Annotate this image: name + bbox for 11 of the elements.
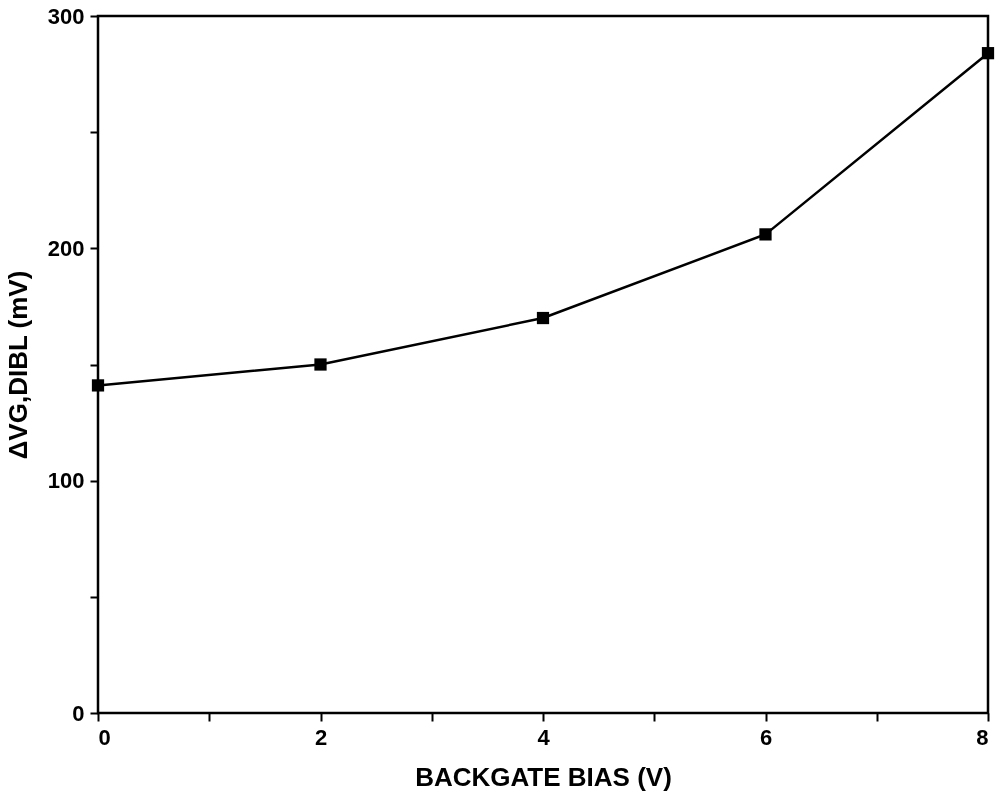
y-tick-label: 200 [47,235,85,261]
x-tick-label: 2 [314,724,328,750]
y-tick-label: 100 [47,468,85,494]
x-tick-label: 6 [759,724,773,750]
y-axis-title: ΔVG,DIBL (mV) [2,270,33,460]
x-tick-label: 8 [976,724,989,750]
x-axis-title: BACKGATE BIAS (V) [415,761,672,792]
x-tick-label: 0 [98,724,111,750]
y-tick-label: 300 [47,3,85,29]
y-tick-label: 0 [72,700,85,726]
x-tick-label: 4 [537,724,551,750]
